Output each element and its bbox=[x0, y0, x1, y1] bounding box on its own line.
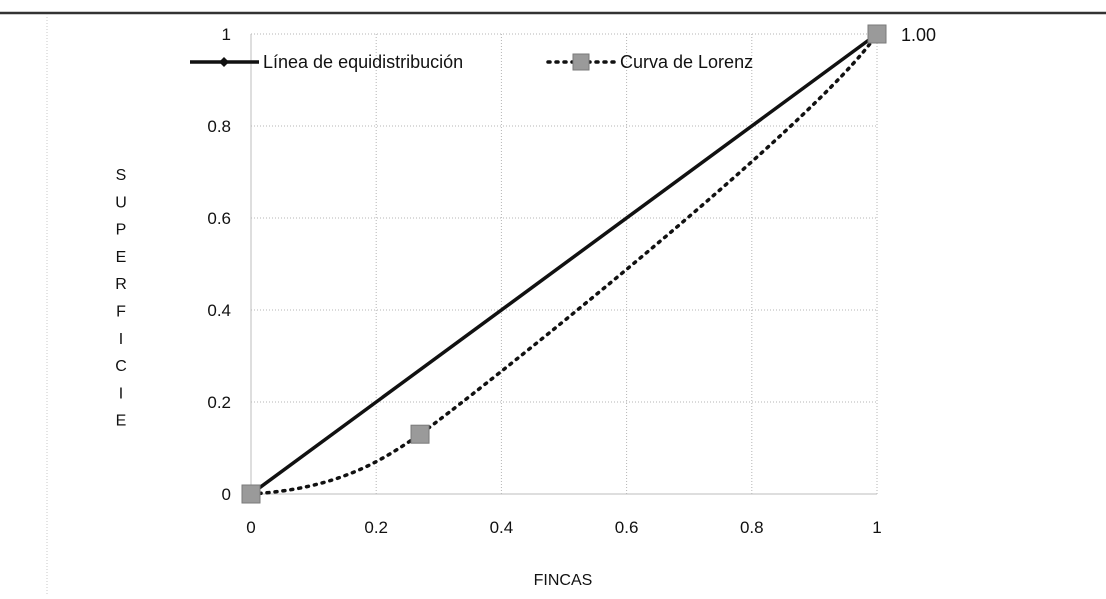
x-tick-label: 0 bbox=[246, 518, 255, 537]
y-axis-title-letter: I bbox=[119, 385, 123, 402]
legend-marker-diamond bbox=[219, 57, 229, 67]
y-axis-title-letter: E bbox=[116, 413, 127, 430]
y-axis-title-letter: R bbox=[115, 276, 127, 293]
equidistribution-line bbox=[249, 32, 879, 496]
data-label: 1.00 bbox=[901, 25, 936, 45]
y-tick-label: 0.2 bbox=[207, 393, 231, 412]
y-axis-title-letter: F bbox=[116, 304, 126, 321]
lorenz-point bbox=[410, 424, 430, 444]
legend-label-equidistribution: Línea de equidistribución bbox=[263, 52, 463, 72]
y-axis-title-letter: E bbox=[116, 249, 127, 266]
y-tick-label: 0 bbox=[222, 485, 231, 504]
x-tick-label: 0.8 bbox=[740, 518, 764, 537]
lorenz-point bbox=[867, 24, 887, 44]
y-tick-label: 0.6 bbox=[207, 209, 231, 228]
legend-marker-square bbox=[572, 53, 590, 71]
y-axis-title-letter: S bbox=[116, 167, 127, 184]
y-tick-label: 0.4 bbox=[207, 301, 231, 320]
x-axis-title: FINCAS bbox=[534, 572, 593, 589]
y-axis-title-letter: P bbox=[116, 222, 127, 239]
x-tick-label: 1 bbox=[872, 518, 881, 537]
y-tick-label: 1 bbox=[222, 25, 231, 44]
series bbox=[241, 24, 887, 504]
legend-label-lorenz: Curva de Lorenz bbox=[620, 52, 753, 72]
grid bbox=[251, 33, 878, 494]
x-tick-label: 0.2 bbox=[364, 518, 388, 537]
y-axis-title-letter: C bbox=[115, 358, 127, 375]
y-axis-title-letter: U bbox=[115, 194, 127, 211]
y-tick-label: 0.8 bbox=[207, 117, 231, 136]
x-tick-label: 0.6 bbox=[615, 518, 639, 537]
y-axis-title-letter: I bbox=[119, 331, 123, 348]
lorenz-point bbox=[241, 484, 261, 504]
x-tick-label: 0.4 bbox=[490, 518, 514, 537]
axes bbox=[250, 34, 877, 495]
legend: Línea de equidistribución Curva de Lorenz bbox=[190, 52, 753, 72]
